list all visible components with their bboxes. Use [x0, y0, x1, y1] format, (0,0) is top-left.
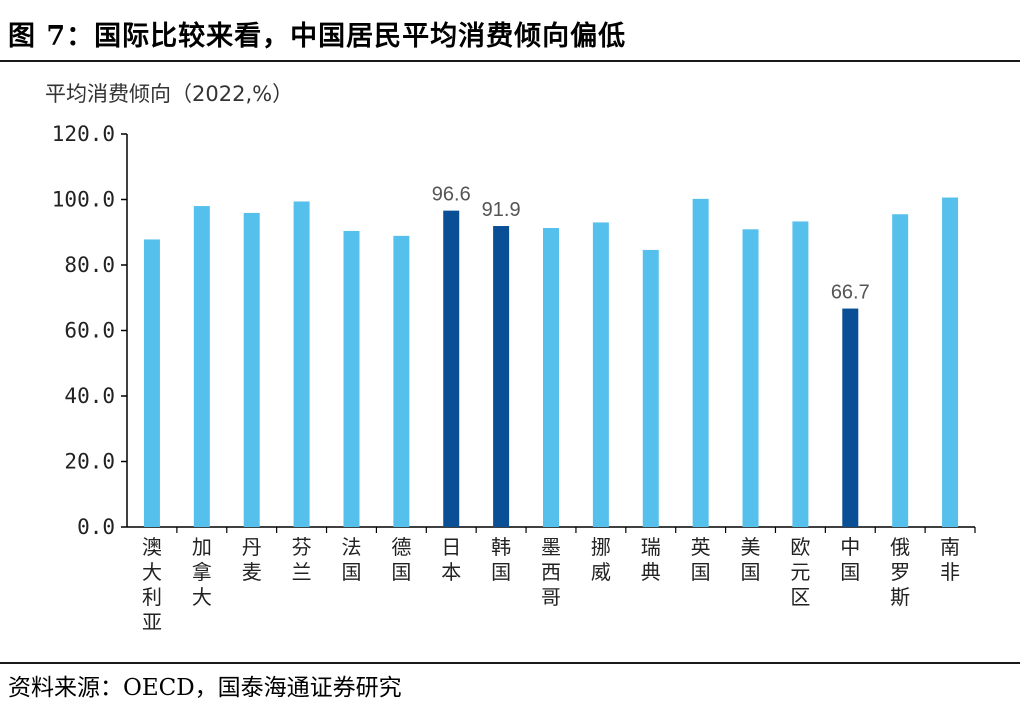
x-tick-label: 加拿大 — [192, 535, 212, 609]
y-tick-label: 20.0 — [64, 450, 115, 474]
y-tick-label: 100.0 — [52, 188, 115, 212]
x-tick-label: 挪威 — [591, 535, 611, 584]
x-tick-label: 墨西哥 — [541, 535, 561, 609]
bar — [243, 212, 260, 528]
x-tick-label: 法国 — [341, 535, 361, 584]
data-label: 66.7 — [831, 282, 870, 304]
x-tick-label: 欧元区 — [790, 535, 810, 609]
x-tick-label: 芬兰 — [292, 535, 312, 584]
bar — [892, 214, 909, 528]
bar — [842, 308, 859, 527]
y-tick-label: 80.0 — [64, 253, 115, 277]
y-tick-label: 120.0 — [52, 122, 115, 146]
bar — [592, 222, 609, 528]
x-tick-label: 瑞典 — [641, 535, 661, 584]
bar-chart: 0.0 20.0 40.0 60.0 80.0 100.0 120.0 澳大利亚 加拿大 丹麦芬兰… — [52, 122, 976, 634]
x-tick-label: 德国 — [391, 535, 411, 584]
bar — [393, 235, 410, 528]
bar — [293, 201, 310, 527]
y-axis-title: 平均消费倾向（2022,%） — [45, 82, 294, 106]
chart-title: 图 7：国际比较来看，中国居民平均消费倾向偏低 — [8, 21, 627, 52]
bar — [493, 226, 510, 527]
title-divider — [0, 60, 1020, 62]
source-divider — [0, 662, 1020, 664]
bar — [942, 197, 959, 527]
x-tick-label: 美国 — [741, 535, 761, 584]
bar — [642, 249, 659, 527]
bar — [792, 221, 809, 527]
x-tick-label: 澳大利亚 — [142, 535, 162, 634]
x-tick-label: 南非 — [940, 535, 960, 584]
source-note: 资料来源：OECD，国泰海通证券研究 — [8, 675, 402, 701]
x-tick-label: 俄罗斯 — [890, 535, 910, 609]
y-tick-label: 0.0 — [77, 515, 115, 539]
data-label: 96.6 — [432, 184, 471, 206]
bar — [692, 198, 709, 527]
bar — [742, 229, 759, 528]
data-label: 91.9 — [482, 199, 521, 221]
x-tick-label: 英国 — [691, 535, 711, 584]
y-tick-label: 60.0 — [64, 319, 115, 343]
x-tick-label: 日本 — [441, 535, 461, 584]
x-tick-label: 中国 — [840, 535, 860, 584]
bar — [143, 239, 160, 527]
bar — [443, 210, 460, 527]
bar — [193, 206, 210, 528]
x-tick-label: 丹麦 — [242, 535, 262, 584]
x-tick-label: 韩国 — [491, 535, 511, 584]
bar — [543, 227, 559, 527]
bar — [343, 230, 360, 527]
y-tick-label: 40.0 — [64, 384, 115, 408]
